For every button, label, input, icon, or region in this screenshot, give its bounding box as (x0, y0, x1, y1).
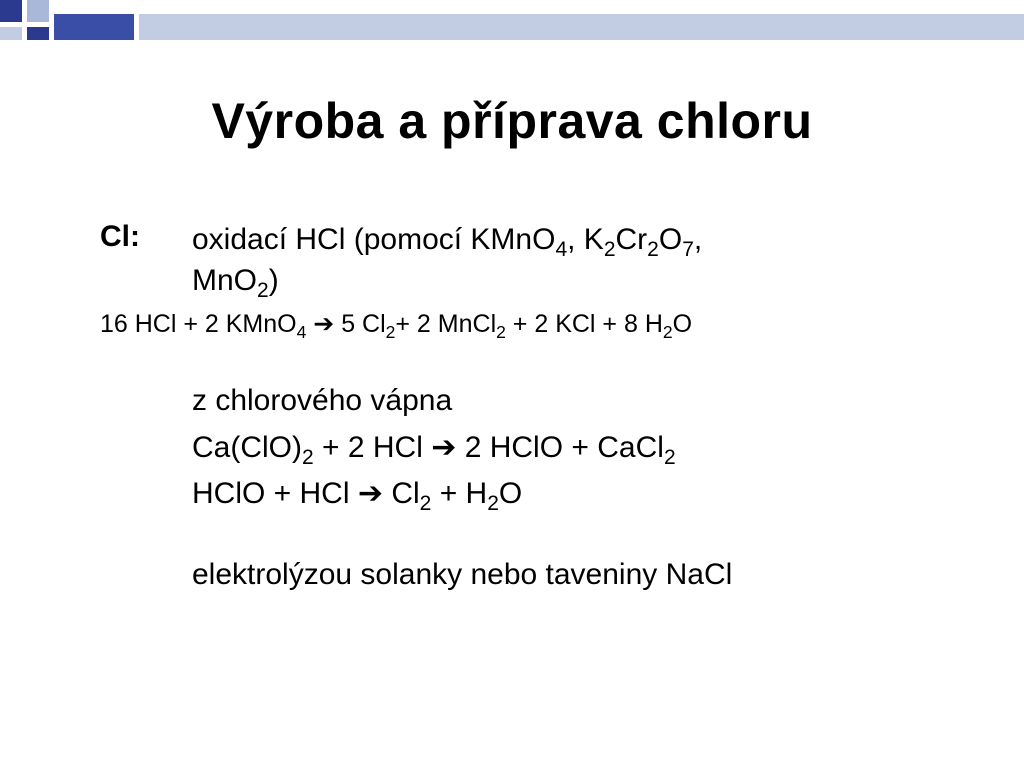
m1-line2-b: ) (269, 264, 279, 297)
sub: 2 (663, 322, 673, 342)
sub: 2 (664, 446, 676, 469)
decor-sq (0, 0, 22, 22)
method1-row: Cl: oxidací HCl (pomocí KMnO4, K2Cr2O7, … (100, 220, 930, 301)
sub: 4 (297, 322, 307, 342)
method2-eq1: Ca(ClO)2 + 2 HCl ➔ 2 HClO + CaCl2 (100, 425, 930, 472)
sub: 2 (302, 446, 314, 469)
arrow-icon: ➔ (358, 477, 383, 510)
sub: 2 (386, 322, 396, 342)
method3-text: elektrolýzou solanky nebo taveniny NaCl (100, 552, 930, 599)
arrow-icon: ➔ (313, 310, 334, 338)
sub: 7 (682, 238, 694, 261)
eq1-f: O (673, 310, 692, 338)
m2e2-c: + H (431, 477, 487, 510)
sub: 2 (496, 322, 506, 342)
sub: 2 (257, 279, 269, 302)
method2-eq2: HClO + HCl ➔ Cl2 + H2O (100, 471, 930, 518)
slide-title: Výroba a příprava chloru (0, 92, 1024, 150)
m1-line1-a: oxidací HCl (pomocí KMnO (192, 223, 555, 256)
header-decoration (0, 0, 1024, 40)
m1-line2-a: MnO (192, 264, 257, 297)
m2e2-a: HClO + HCl (192, 477, 358, 510)
sub: 2 (604, 238, 616, 261)
method1-equation: 16 HCl + 2 KMnO4 ➔ 5 Cl2+ 2 MnCl2 + 2 KC… (100, 307, 930, 342)
decor-sq (0, 27, 22, 40)
eq1-e: + 2 KCl + 8 H (506, 310, 663, 338)
m1-line1-c: Cr (616, 223, 648, 256)
m2e1-b: + 2 HCl (314, 431, 432, 464)
m1-line1-d: O (659, 223, 682, 256)
m1-line1-b: , K (567, 223, 604, 256)
decor-sq (27, 0, 49, 22)
m2e2-b: Cl (383, 477, 420, 510)
slide-content: Cl: oxidací HCl (pomocí KMnO4, K2Cr2O7, … (100, 220, 930, 598)
eq1-c: 5 Cl (334, 310, 385, 338)
method2-heading: z chlorového vápna (100, 378, 930, 425)
method1-text: oxidací HCl (pomocí KMnO4, K2Cr2O7, MnO2… (192, 220, 702, 301)
sub: 2 (647, 238, 659, 261)
arrow-icon: ➔ (431, 431, 456, 464)
eq1-a: 16 HCl + 2 KMnO (100, 310, 297, 338)
sub: 4 (555, 238, 567, 261)
decor-sq (54, 14, 134, 40)
method1-label: Cl: (100, 220, 192, 254)
decor-sq (27, 27, 49, 40)
m2e1-a: Ca(ClO) (192, 431, 302, 464)
decor-sq (139, 14, 1024, 40)
m1-line1-e: , (694, 223, 702, 256)
sub: 2 (487, 492, 499, 515)
m2e2-d: O (499, 477, 522, 510)
m2e1-c: 2 HClO + CaCl (456, 431, 664, 464)
eq1-d: + 2 MnCl (395, 310, 496, 338)
sub: 2 (420, 492, 432, 515)
